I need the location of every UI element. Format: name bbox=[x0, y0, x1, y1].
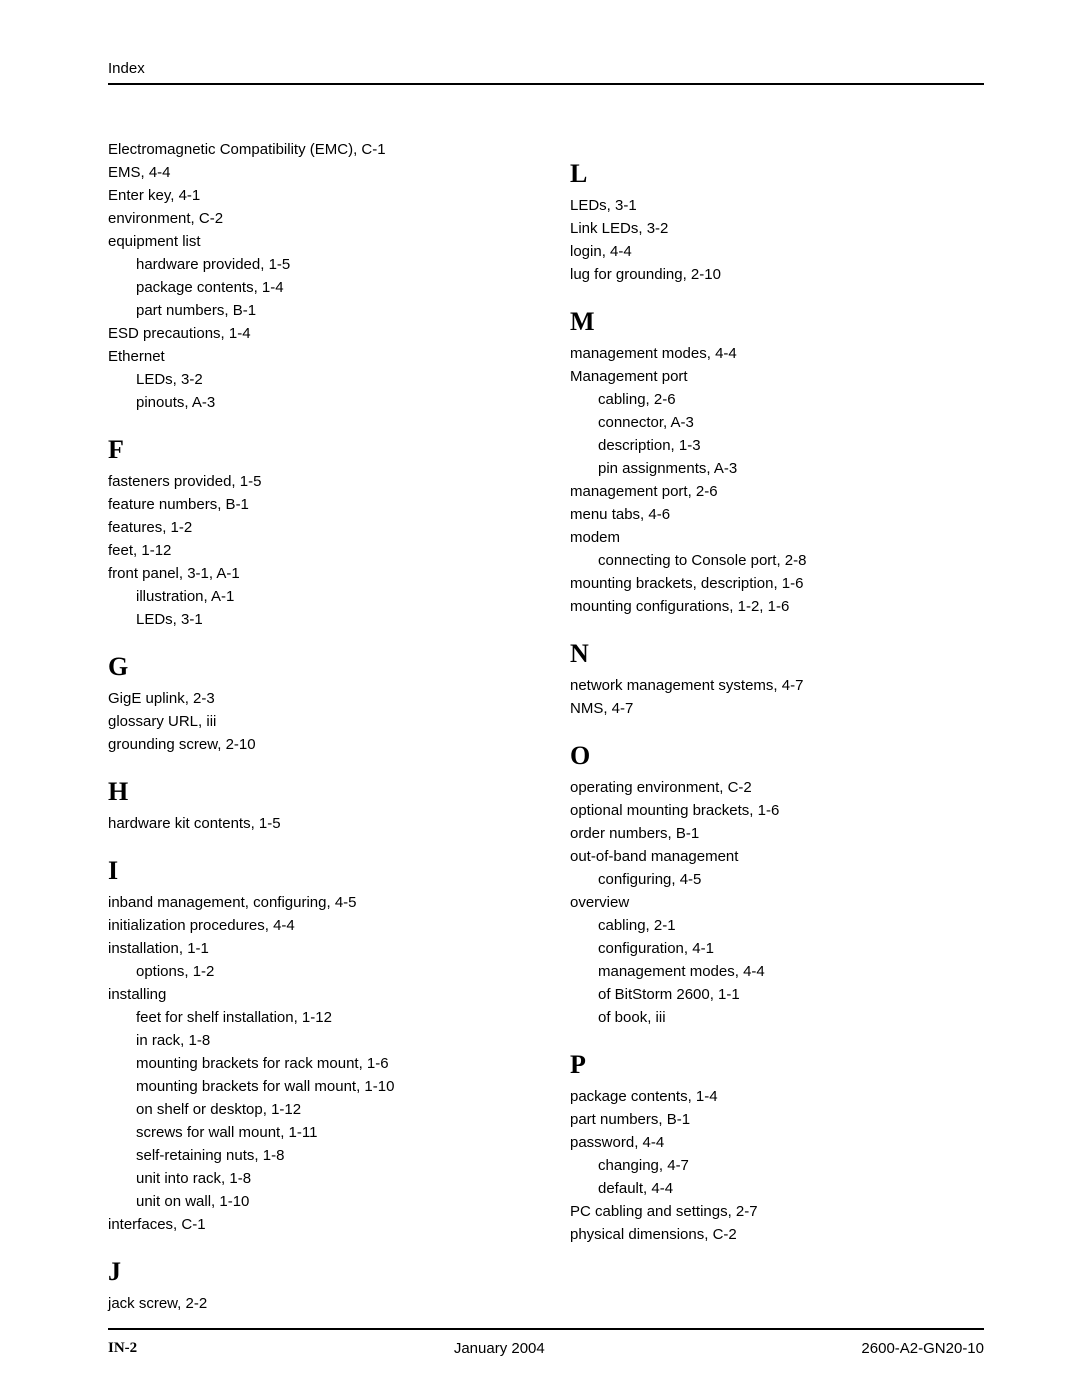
index-entry: features, 1-2 bbox=[108, 517, 522, 538]
index-entry: hardware provided, 1-5 bbox=[108, 254, 522, 275]
index-entry: inband management, configuring, 4-5 bbox=[108, 892, 522, 913]
index-entry: connector, A-3 bbox=[570, 412, 984, 433]
index-entry: unit into rack, 1-8 bbox=[108, 1168, 522, 1189]
index-entry: Enter key, 4-1 bbox=[108, 185, 522, 206]
index-entry: management port, 2-6 bbox=[570, 481, 984, 502]
index-entry: options, 1-2 bbox=[108, 961, 522, 982]
index-entry: connecting to Console port, 2-8 bbox=[570, 550, 984, 571]
index-section-letter: G bbox=[108, 652, 522, 682]
index-entry: GigE uplink, 2-3 bbox=[108, 688, 522, 709]
footer-page-number: IN-2 bbox=[108, 1340, 137, 1357]
index-entry: initialization procedures, 4-4 bbox=[108, 915, 522, 936]
index-entry: NMS, 4-7 bbox=[570, 698, 984, 719]
index-entry: self-retaining nuts, 1-8 bbox=[108, 1145, 522, 1166]
index-section-letter: J bbox=[108, 1257, 522, 1287]
index-entry: mounting brackets, description, 1-6 bbox=[570, 573, 984, 594]
index-entry: PC cabling and settings, 2-7 bbox=[570, 1201, 984, 1222]
index-entry: mounting brackets for rack mount, 1-6 bbox=[108, 1053, 522, 1074]
index-section-letter: O bbox=[570, 741, 984, 771]
index-entry: LEDs, 3-1 bbox=[108, 609, 522, 630]
index-section-letter: N bbox=[570, 639, 984, 669]
index-section-letter: M bbox=[570, 307, 984, 337]
index-entry: mounting brackets for wall mount, 1-10 bbox=[108, 1076, 522, 1097]
index-entry: package contents, 1-4 bbox=[570, 1086, 984, 1107]
page-footer: IN-2 January 2004 2600-A2-GN20-10 bbox=[108, 1328, 984, 1357]
index-entry: glossary URL, iii bbox=[108, 711, 522, 732]
page-header: Index bbox=[108, 60, 984, 85]
index-entry: fasteners provided, 1-5 bbox=[108, 471, 522, 492]
index-entry: on shelf or desktop, 1-12 bbox=[108, 1099, 522, 1120]
index-entry: modem bbox=[570, 527, 984, 548]
index-entry: screws for wall mount, 1-11 bbox=[108, 1122, 522, 1143]
index-entry: cabling, 2-1 bbox=[570, 915, 984, 936]
index-entry: lug for grounding, 2-10 bbox=[570, 264, 984, 285]
index-section-letter: H bbox=[108, 777, 522, 807]
index-entry: package contents, 1-4 bbox=[108, 277, 522, 298]
index-page: Index Electromagnetic Compatibility (EMC… bbox=[0, 0, 1080, 1397]
index-entry: management modes, 4-4 bbox=[570, 343, 984, 364]
index-entry: management modes, 4-4 bbox=[570, 961, 984, 982]
index-entry: pinouts, A-3 bbox=[108, 392, 522, 413]
index-entry: password, 4-4 bbox=[570, 1132, 984, 1153]
index-entry: installing bbox=[108, 984, 522, 1005]
index-entry: mounting configurations, 1-2, 1-6 bbox=[570, 596, 984, 617]
index-entry: part numbers, B-1 bbox=[108, 300, 522, 321]
index-entry: interfaces, C-1 bbox=[108, 1214, 522, 1235]
index-entry: configuring, 4-5 bbox=[570, 869, 984, 890]
index-entry: overview bbox=[570, 892, 984, 913]
index-entry: Management port bbox=[570, 366, 984, 387]
index-entry: equipment list bbox=[108, 231, 522, 252]
index-entry: operating environment, C-2 bbox=[570, 777, 984, 798]
index-entry: jack screw, 2-2 bbox=[108, 1293, 522, 1314]
index-columns: Electromagnetic Compatibility (EMC), C-1… bbox=[108, 137, 984, 1316]
index-entry: LEDs, 3-2 bbox=[108, 369, 522, 390]
footer-doc-number: 2600-A2-GN20-10 bbox=[861, 1340, 984, 1357]
index-entry: login, 4-4 bbox=[570, 241, 984, 262]
index-entry: out-of-band management bbox=[570, 846, 984, 867]
index-entry: changing, 4-7 bbox=[570, 1155, 984, 1176]
index-entry: feet for shelf installation, 1-12 bbox=[108, 1007, 522, 1028]
index-entry: of BitStorm 2600, 1-1 bbox=[570, 984, 984, 1005]
index-entry: cabling, 2-6 bbox=[570, 389, 984, 410]
index-entry: front panel, 3-1, A-1 bbox=[108, 563, 522, 584]
index-entry: default, 4-4 bbox=[570, 1178, 984, 1199]
index-column-right: L LEDs, 3-1Link LEDs, 3-2login, 4-4lug fo… bbox=[570, 137, 984, 1316]
index-entry: EMS, 4-4 bbox=[108, 162, 522, 183]
index-entry: configuration, 4-1 bbox=[570, 938, 984, 959]
index-entry: Ethernet bbox=[108, 346, 522, 367]
index-entry: optional mounting brackets, 1-6 bbox=[570, 800, 984, 821]
index-entry: grounding screw, 2-10 bbox=[108, 734, 522, 755]
footer-date: January 2004 bbox=[454, 1340, 545, 1357]
index-section-letter: L bbox=[570, 159, 984, 189]
index-entry: unit on wall, 1-10 bbox=[108, 1191, 522, 1212]
index-entry: order numbers, B-1 bbox=[570, 823, 984, 844]
index-entry: description, 1-3 bbox=[570, 435, 984, 456]
index-section-letter: F bbox=[108, 435, 522, 465]
index-entry: environment, C-2 bbox=[108, 208, 522, 229]
index-entry: Link LEDs, 3-2 bbox=[570, 218, 984, 239]
index-entry: pin assignments, A-3 bbox=[570, 458, 984, 479]
index-entry: hardware kit contents, 1-5 bbox=[108, 813, 522, 834]
index-column-left: Electromagnetic Compatibility (EMC), C-1… bbox=[108, 137, 522, 1316]
index-entry: of book, iii bbox=[570, 1007, 984, 1028]
index-section-letter: I bbox=[108, 856, 522, 886]
index-entry: illustration, A-1 bbox=[108, 586, 522, 607]
index-entry: feet, 1-12 bbox=[108, 540, 522, 561]
index-entry: ESD precautions, 1-4 bbox=[108, 323, 522, 344]
index-entry: LEDs, 3-1 bbox=[570, 195, 984, 216]
index-entry: menu tabs, 4-6 bbox=[570, 504, 984, 525]
index-entry: installation, 1-1 bbox=[108, 938, 522, 959]
index-section-letter: P bbox=[570, 1050, 984, 1080]
index-entry: Electromagnetic Compatibility (EMC), C-1 bbox=[108, 139, 522, 160]
index-entry: feature numbers, B-1 bbox=[108, 494, 522, 515]
index-entry: part numbers, B-1 bbox=[570, 1109, 984, 1130]
index-entry: network management systems, 4-7 bbox=[570, 675, 984, 696]
index-entry: in rack, 1-8 bbox=[108, 1030, 522, 1051]
index-entry: physical dimensions, C-2 bbox=[570, 1224, 984, 1245]
